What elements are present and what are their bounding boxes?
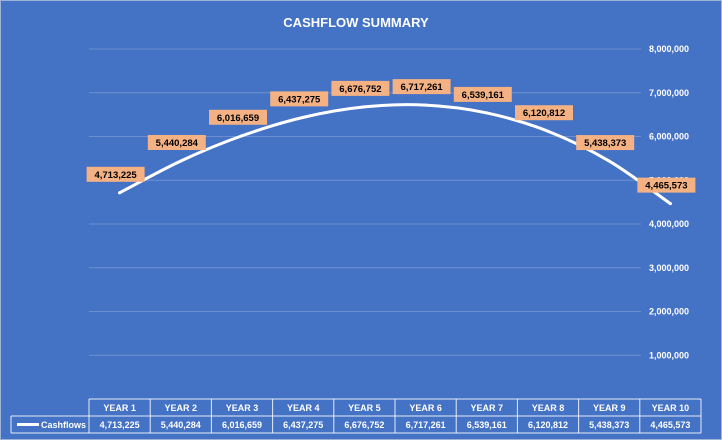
x-tick-label: YEAR 8 <box>532 403 565 413</box>
data-point <box>240 134 244 138</box>
table-value: 6,539,161 <box>467 420 507 430</box>
data-point <box>607 159 611 163</box>
data-label: 6,437,275 <box>278 94 321 105</box>
data-label: 6,016,659 <box>217 113 259 124</box>
data-label-box <box>515 105 573 121</box>
data-label-box <box>637 177 696 193</box>
x-tick-label: YEAR 6 <box>409 403 442 413</box>
data-label-box <box>270 91 329 107</box>
data-label-box <box>392 79 451 95</box>
data-labels: 4,713,225 5,440,284 6,016,659 6,437,275 6,67… <box>86 79 696 193</box>
table-value: 6,717,261 <box>406 420 446 430</box>
table-value: 4,713,225 <box>100 420 140 430</box>
data-label: 6,717,261 <box>400 82 443 93</box>
data-point <box>118 191 122 195</box>
table-value: 6,016,659 <box>222 420 262 430</box>
data-point <box>179 159 183 163</box>
data-label: 4,465,573 <box>645 181 687 192</box>
data-point <box>485 111 489 115</box>
series-cashflows <box>118 103 672 206</box>
x-tick-label: YEAR 9 <box>593 403 626 413</box>
x-tick-label: YEAR 1 <box>103 403 136 413</box>
data-label-box <box>209 109 267 125</box>
table-value: 6,120,812 <box>528 420 568 430</box>
data-point <box>362 105 366 109</box>
table-value: 4,465,573 <box>650 420 690 430</box>
data-label-box <box>576 135 635 151</box>
cashflows-line <box>118 103 672 206</box>
data-label-box <box>147 134 206 150</box>
y-tick-label: 8,000,000 <box>649 44 689 54</box>
x-tick-label: YEAR 7 <box>471 403 504 413</box>
x-tick-label: YEAR 5 <box>348 403 381 413</box>
table-value: 5,438,373 <box>589 420 629 430</box>
data-table: YEAR 1 4,713,225 YEAR 2 5,440,284 YEAR 3 6,01… <box>10 398 702 434</box>
x-tick-label: YEAR 10 <box>652 403 690 413</box>
y-tick-label: 3,000,000 <box>649 263 689 273</box>
x-tick-label: YEAR 4 <box>287 403 320 413</box>
legend-series-name: Cashflows <box>41 420 86 430</box>
y-tick-label: 6,000,000 <box>649 132 689 142</box>
data-point <box>301 115 305 119</box>
data-label: 5,440,284 <box>156 138 199 149</box>
table-value: 6,437,275 <box>283 420 323 430</box>
data-point <box>424 103 428 107</box>
data-point <box>546 129 550 133</box>
x-tick-label: YEAR 2 <box>165 403 198 413</box>
data-point <box>668 202 672 206</box>
data-label: 6,120,812 <box>523 108 565 119</box>
data-label: 6,539,161 <box>462 90 505 101</box>
table-value: 5,440,284 <box>161 420 201 430</box>
y-tick-label: 2,000,000 <box>649 307 689 317</box>
y-tick-label: 1,000,000 <box>649 350 689 360</box>
table-value: 6,676,752 <box>344 420 384 430</box>
data-label: 6,676,752 <box>339 84 381 95</box>
y-tick-label: 4,000,000 <box>649 219 689 229</box>
data-label: 4,713,225 <box>94 170 137 181</box>
x-tick-label: YEAR 3 <box>226 403 259 413</box>
data-label: 5,438,373 <box>584 138 626 149</box>
chart-title: CASHFLOW SUMMARY <box>283 15 429 30</box>
data-label-box <box>453 86 512 102</box>
data-label-box <box>331 80 390 96</box>
data-label-box <box>86 166 145 182</box>
y-tick-label: 7,000,000 <box>649 88 689 98</box>
